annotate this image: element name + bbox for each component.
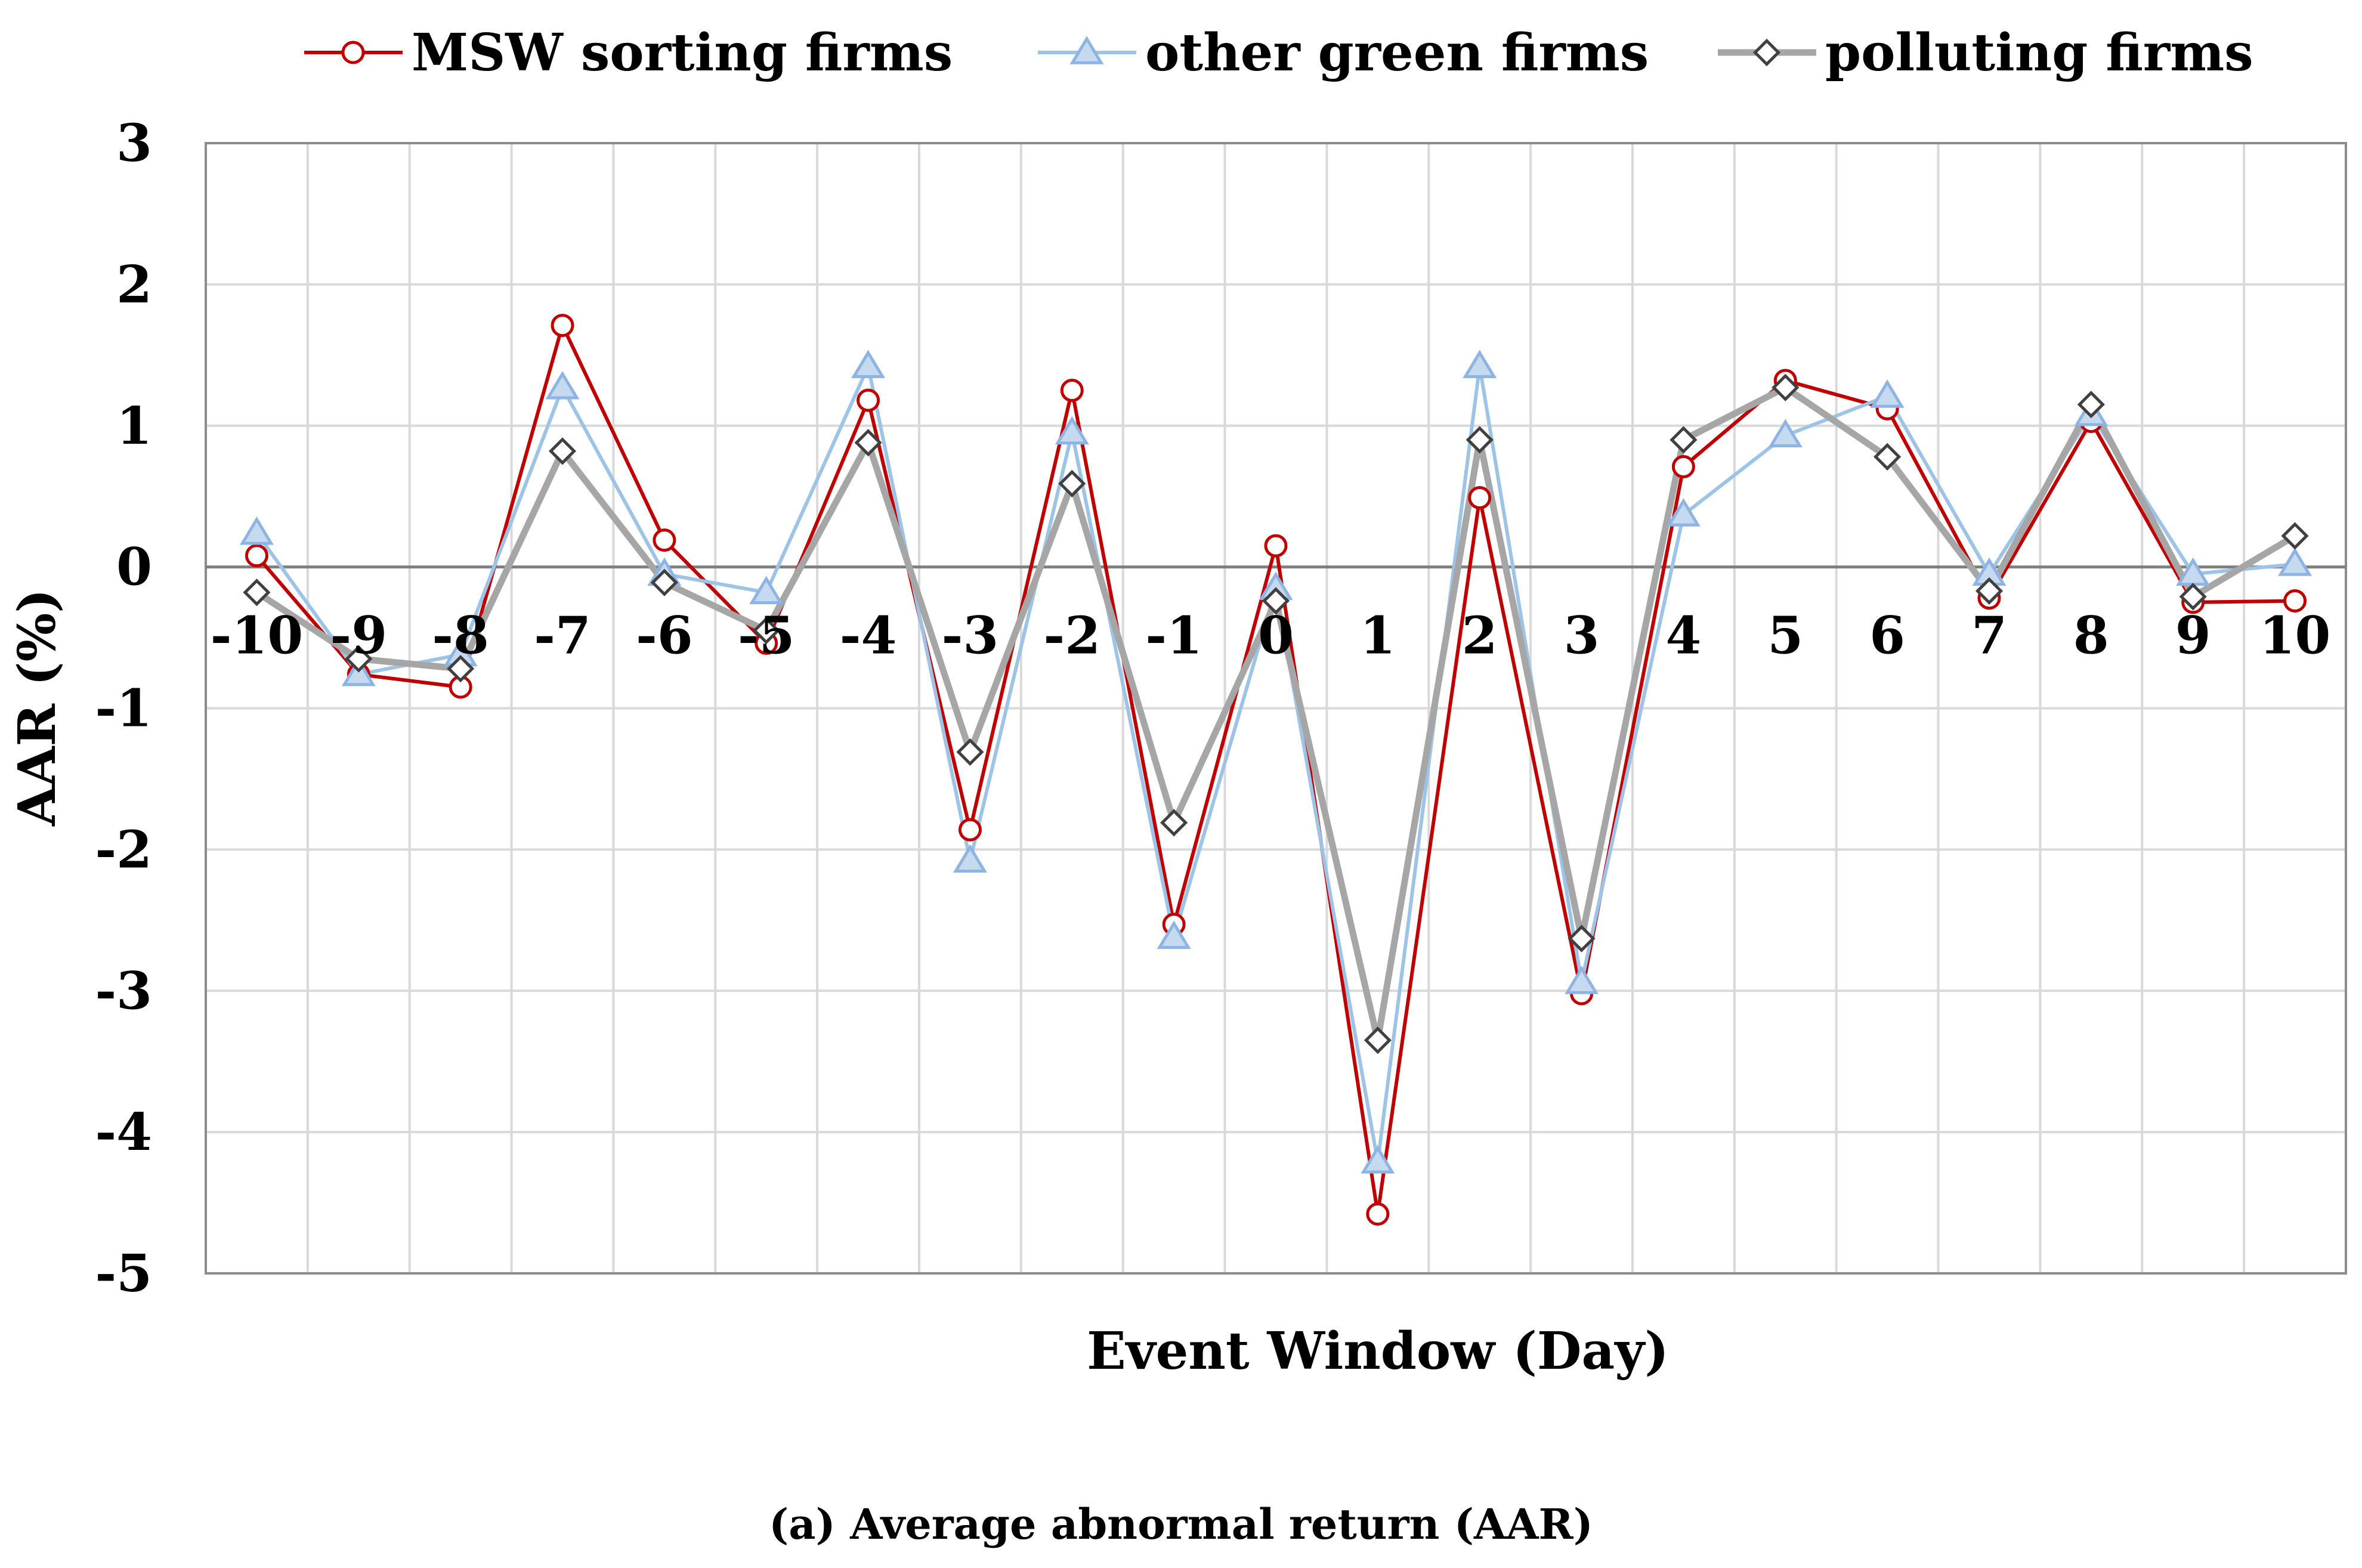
data-point-circle [857, 388, 880, 412]
data-point-circle [1468, 486, 1492, 510]
data-point-diamond [1160, 809, 1188, 837]
data-point-triangle [1055, 416, 1089, 445]
x-tick-label: -2 [1044, 606, 1101, 666]
data-point-diamond [548, 437, 577, 465]
data-point-triangle [1463, 350, 1497, 378]
data-point-triangle [749, 576, 784, 604]
x-tick-label: 9 [2175, 606, 2211, 666]
x-tick-label: 1 [1360, 606, 1396, 666]
data-point-diamond [1262, 587, 1290, 615]
legend-marker-triangle [1069, 36, 1104, 64]
y-axis-title: AAR (%) [7, 589, 67, 827]
y-tick-label: 0 [116, 537, 152, 598]
legend-marker-diamond [1752, 38, 1781, 67]
x-tick-label: 7 [1971, 606, 2007, 666]
x-tick-label: 6 [1869, 606, 1905, 666]
data-point-triangle [1565, 966, 1599, 994]
x-tick-label: 0 [1258, 606, 1294, 666]
y-tick-label: -2 [95, 819, 152, 880]
plot-area-border [205, 142, 2347, 1275]
legend-label: polluting firms [1825, 23, 2253, 83]
series-lines [239, 314, 2312, 1226]
data-point-circle [958, 818, 982, 842]
data-point-diamond [243, 579, 271, 607]
data-point-diamond [345, 645, 373, 673]
data-point-triangle [1157, 920, 1191, 949]
data-point-diamond [1670, 426, 1698, 454]
data-point-circle [1060, 379, 1084, 403]
data-point-diamond [1975, 577, 2004, 605]
y-axis-tick-labels: 3 2 1 0 -1 -2 -3 -4 -5 [95, 113, 152, 1304]
data-point-diamond [2281, 522, 2309, 550]
y-tick-label: -5 [95, 1244, 152, 1304]
y-tick-label: -4 [95, 1102, 152, 1162]
data-point-triangle [2278, 548, 2312, 576]
y-tick-label: 3 [116, 113, 152, 174]
x-tick-label: 4 [1666, 606, 1702, 666]
data-point-circle [245, 544, 268, 568]
data-point-circle [1671, 454, 1695, 478]
legend-label: MSW sorting firms [412, 23, 953, 83]
data-point-diamond [1364, 1026, 1392, 1054]
legend: MSW sorting firms other green firms pollut… [304, 23, 2253, 83]
data-point-diamond [1466, 426, 1494, 454]
x-tick-label: 2 [1462, 606, 1498, 666]
data-point-diamond [854, 429, 882, 457]
x-axis-tick-labels: -10 -9 -8 -7 -6 -5 -4 -3 -2 -1 0 1 2 3 4 5 6 7 8 9 10 [211, 606, 2331, 666]
y-tick-label: 1 [116, 396, 152, 456]
x-tick-label: 5 [1767, 606, 1803, 666]
data-point-circle [551, 314, 574, 338]
data-point-diamond [752, 617, 780, 645]
data-point-triangle [239, 516, 274, 545]
data-point-diamond [447, 655, 475, 683]
x-tick-label: -4 [840, 606, 897, 666]
data-point-diamond [650, 568, 678, 596]
x-tick-label: -5 [738, 606, 795, 666]
legend-marker-circle [341, 41, 365, 64]
x-tick-label: -3 [942, 606, 999, 666]
x-tick-label: 8 [2073, 606, 2109, 666]
data-point-triangle [545, 370, 580, 400]
data-point-circle [653, 528, 676, 552]
data-point-diamond [1568, 924, 1596, 952]
legend-label: other green firms [1145, 23, 1649, 83]
x-tick-label: -10 [211, 606, 303, 666]
x-axis-title: Event Window (Day) [1087, 1321, 1669, 1381]
data-point-diamond [2077, 391, 2105, 419]
x-tick-label: -9 [330, 606, 388, 666]
data-point-circle [1366, 1202, 1390, 1226]
data-point-triangle [1361, 1145, 1395, 1174]
x-tick-label: -6 [636, 606, 693, 666]
data-point-diamond [1772, 373, 1800, 401]
y-tick-label: -3 [95, 961, 152, 1021]
x-tick-label: -1 [1145, 606, 1202, 666]
y-tick-label: -1 [95, 679, 152, 739]
data-point-triangle [1666, 498, 1701, 527]
data-point-circle [2283, 589, 2307, 613]
data-point-triangle [1768, 419, 1803, 448]
data-point-triangle [341, 657, 376, 686]
x-tick-label: -7 [534, 606, 591, 666]
data-point-triangle [851, 350, 886, 378]
x-tick-label: -8 [432, 606, 489, 666]
x-tick-label: 10 [2259, 606, 2331, 666]
data-point-diamond [1873, 443, 1902, 471]
data-point-circle [1264, 534, 1288, 558]
figure-caption: (a) Average abnormal return (AAR) [769, 1499, 1593, 1549]
data-point-triangle [1870, 379, 1905, 408]
x-tick-label: 3 [1564, 606, 1600, 666]
data-point-diamond [1058, 469, 1086, 497]
data-point-diamond [956, 738, 984, 766]
y-tick-label: 2 [116, 255, 152, 315]
data-point-diamond [2179, 583, 2207, 611]
data-point-triangle [953, 844, 987, 873]
